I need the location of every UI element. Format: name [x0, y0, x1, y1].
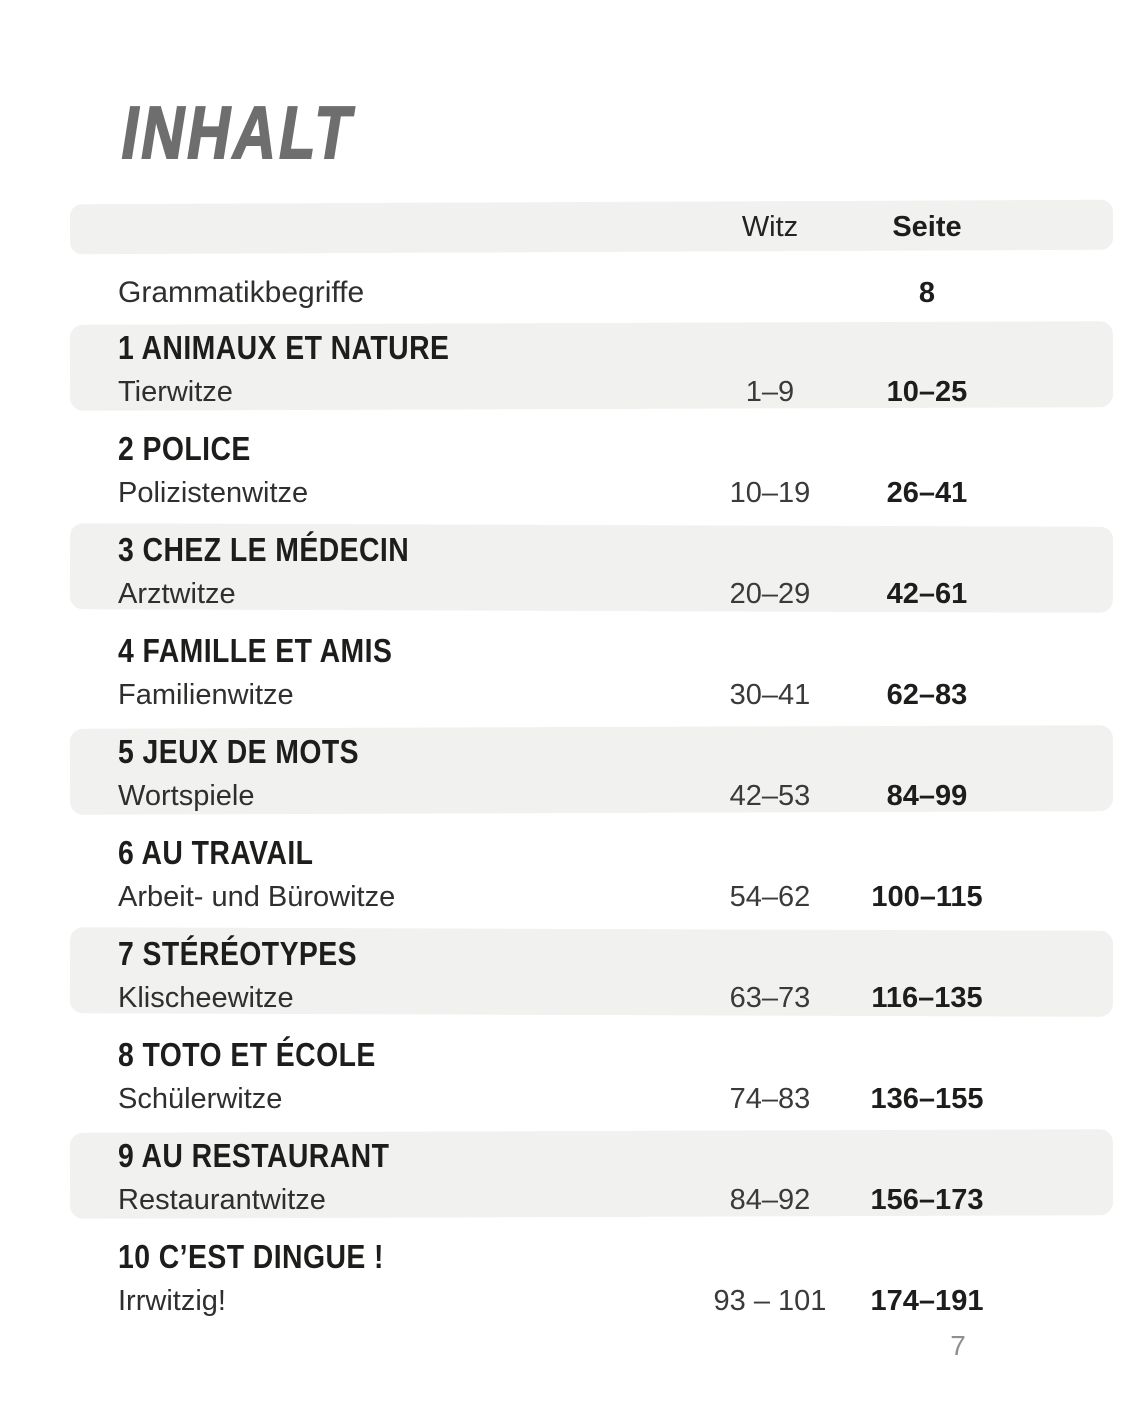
seite-range: 62–83 [886, 678, 968, 711]
witz-range: 30–41 [729, 678, 811, 711]
chapter-subtitle: Restaurantwitze [118, 1183, 326, 1216]
intro-row-label: Grammatikbegriffe [118, 276, 365, 309]
chapter-subtitle: Familienwitze [118, 678, 294, 711]
chapter-title: 2 POLICE [118, 430, 251, 467]
seite-range: 136–155 [870, 1082, 984, 1115]
witz-range: 20–29 [729, 577, 811, 610]
toc-table: Witz Seite Grammatikbegriffe 8 1 ANIMAUX… [69, 199, 1114, 1333]
seite-column-header: Seite [892, 210, 962, 243]
page-title: INHALT [115, 90, 362, 175]
toc-row-chapter-1: 1 ANIMAUX ET NATURE Tierwitze 1–9 10–25 [70, 323, 1113, 424]
chapter-title: 1 ANIMAUX ET NATURE [118, 329, 450, 366]
chapter-title: 3 CHEZ LE MÉDECIN [118, 531, 410, 568]
chapter-title: 10 C’EST DINGUE ! [118, 1238, 384, 1275]
witz-range: 63–73 [729, 981, 811, 1014]
chapter-title: 7 STÉRÉOTYPES [118, 935, 358, 972]
chapter-subtitle: Klischeewitze [118, 981, 294, 1014]
chapter-subtitle: Irrwitzig! [118, 1284, 226, 1317]
chapter-title: 4 FAMILLE ET AMIS [118, 632, 393, 669]
toc-row-chapter-6: 6 AU TRAVAIL Arbeit- und Bürowitze 54–62… [70, 828, 1113, 929]
seite-range: 26–41 [886, 476, 968, 509]
intro-seite-value: 8 [918, 276, 936, 309]
toc-row-chapter-2: 2 POLICE Polizistenwitze 10–19 26–41 [70, 424, 1113, 525]
witz-range: 74–83 [729, 1082, 811, 1115]
chapter-title: 6 AU TRAVAIL [118, 834, 314, 871]
page-number: 7 [950, 1330, 966, 1361]
chapter-title: 8 TOTO ET ÉCOLE [118, 1036, 376, 1073]
chapter-subtitle: Tierwitze [118, 375, 233, 408]
toc-row-chapter-8: 8 TOTO ET ÉCOLE Schülerwitze 74–83 136–1… [70, 1030, 1113, 1131]
toc-row-chapter-4: 4 FAMILLE ET AMIS Familienwitze 30–41 62… [70, 626, 1113, 727]
witz-range: 42–53 [729, 779, 811, 812]
witz-column-header: Witz [741, 210, 799, 243]
toc-row-chapter-5: 5 JEUX DE MOTS Wortspiele 42–53 84–99 [70, 727, 1113, 828]
witz-range: 93 – 101 [713, 1284, 827, 1317]
toc-row-chapter-10: 10 C’EST DINGUE ! Irrwitzig! 93 – 101 17… [70, 1232, 1113, 1333]
toc-intro-row: Grammatikbegriffe 8 [70, 273, 1113, 313]
toc-row-chapter-3: 3 CHEZ LE MÉDECIN Arztwitze 20–29 42–61 [70, 525, 1113, 626]
chapter-subtitle: Schülerwitze [118, 1082, 283, 1115]
seite-range: 100–115 [871, 880, 983, 913]
toc-chapter-list: 1 ANIMAUX ET NATURE Tierwitze 1–9 10–25 … [70, 323, 1113, 1333]
toc-row-chapter-9: 9 AU RESTAURANT Restaurantwitze 84–92 15… [70, 1131, 1113, 1232]
chapter-subtitle: Arbeit- und Bürowitze [118, 880, 396, 913]
toc-header-row: Witz Seite [69, 199, 1114, 255]
seite-range: 10–25 [886, 375, 968, 408]
seite-range: 116–135 [871, 981, 983, 1014]
chapter-title: 5 JEUX DE MOTS [118, 733, 360, 770]
chapter-subtitle: Wortspiele [118, 779, 255, 812]
chapter-subtitle: Arztwitze [118, 577, 236, 610]
toc-row-chapter-7: 7 STÉRÉOTYPES Klischeewitze 63–73 116–13… [70, 929, 1113, 1030]
seite-range: 42–61 [886, 577, 968, 610]
seite-range: 174–191 [870, 1284, 984, 1317]
witz-range: 1–9 [745, 375, 795, 408]
chapter-title: 9 AU RESTAURANT [118, 1137, 390, 1174]
witz-range: 54–62 [729, 880, 811, 913]
chapter-subtitle: Polizistenwitze [118, 476, 309, 509]
seite-range: 156–173 [870, 1183, 984, 1216]
witz-range: 84–92 [729, 1183, 811, 1216]
seite-range: 84–99 [886, 779, 968, 812]
witz-range: 10–19 [729, 476, 811, 509]
